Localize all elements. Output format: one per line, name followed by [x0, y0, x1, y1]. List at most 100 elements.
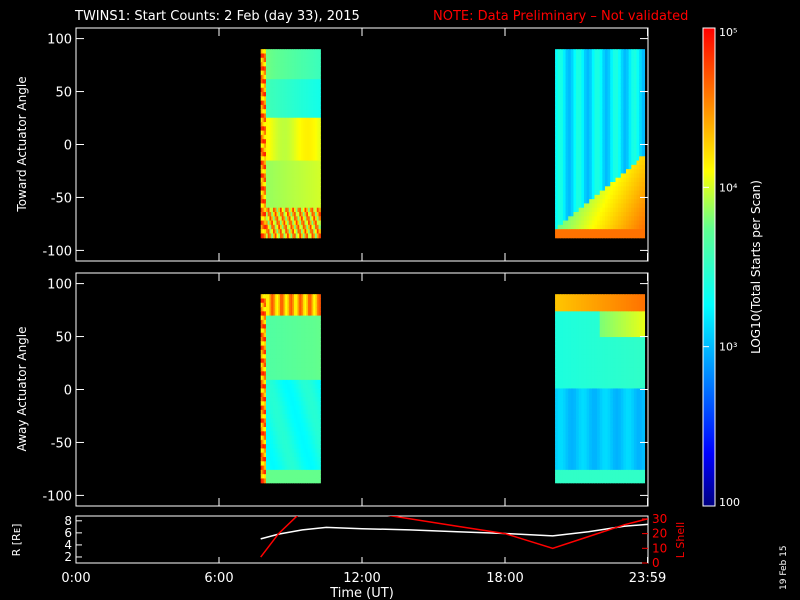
heatmap-cell — [623, 134, 627, 140]
heatmap-cell — [599, 207, 603, 213]
heatmap-cell — [560, 203, 564, 209]
heatmap-cell — [615, 199, 619, 205]
heatmap-cell — [589, 152, 593, 157]
heatmap-cell — [576, 186, 580, 192]
heatmap-cell — [311, 156, 314, 162]
heatmap-cell — [262, 307, 265, 312]
heatmap-cell — [607, 173, 611, 179]
heatmap-cell — [570, 298, 575, 304]
heatmap-cell — [636, 66, 640, 72]
heatmap-cell — [281, 388, 285, 394]
heatmap-cell — [271, 315, 274, 321]
heatmap-cell — [267, 87, 271, 93]
heatmap-cell — [274, 224, 278, 230]
heatmap-cell — [285, 324, 288, 330]
heatmap-cell — [302, 341, 306, 347]
heatmap-cell — [302, 444, 306, 450]
heatmap-cell — [264, 319, 267, 325]
heatmap-cell — [570, 109, 575, 115]
heatmap-cell — [274, 456, 278, 462]
heatmap-cell — [576, 354, 580, 360]
heatmap-cell — [589, 92, 593, 97]
heatmap-cell — [302, 431, 306, 437]
heatmap-cell — [294, 147, 297, 153]
heatmap-cell — [283, 74, 286, 80]
heatmap-cell — [623, 57, 627, 63]
heatmap-cell — [591, 152, 596, 157]
heatmap-cell — [636, 126, 640, 132]
heatmap-cell — [610, 186, 614, 192]
heatmap-cell — [565, 337, 569, 342]
heatmap-cell — [288, 173, 292, 179]
heatmap-cell — [604, 224, 609, 230]
heatmap-cell — [599, 62, 603, 67]
heatmap-cell — [562, 452, 567, 458]
heatmap-cell — [281, 311, 285, 317]
heatmap-cell — [290, 409, 293, 415]
heatmap-cell — [306, 379, 309, 385]
heatmap-cell — [301, 117, 304, 123]
heatmap-cell — [311, 371, 314, 377]
heatmap-cell — [631, 57, 635, 63]
heatmap-cell — [294, 100, 297, 106]
heatmap-cell — [591, 49, 596, 55]
heatmap-cell — [304, 83, 307, 89]
heatmap-cell — [271, 401, 274, 407]
heatmap-cell — [288, 294, 292, 300]
heatmap-cell — [278, 203, 281, 209]
heatmap-cell — [568, 211, 572, 217]
heatmap-cell — [615, 49, 619, 55]
heatmap-cell — [301, 211, 304, 217]
heatmap-cell — [269, 384, 272, 390]
heatmap-cell — [301, 444, 304, 450]
heatmap-cell — [265, 461, 269, 467]
heatmap-cell — [309, 229, 313, 235]
heatmap-cell — [612, 224, 617, 230]
heatmap-cell — [586, 220, 590, 226]
heatmap-cell — [283, 109, 286, 115]
heatmap-cell — [269, 134, 272, 140]
heatmap-cell — [555, 469, 559, 475]
y-tick-label: -50 — [51, 191, 72, 206]
heatmap-cell — [581, 169, 585, 175]
heatmap-cell — [594, 182, 598, 187]
heatmap-cell — [269, 130, 272, 136]
heatmap-cell — [265, 182, 269, 187]
heatmap-cell — [288, 367, 292, 372]
heatmap-cell — [555, 328, 559, 334]
heatmap-cell — [570, 418, 575, 424]
heatmap-cell — [281, 439, 285, 445]
heatmap-cell — [318, 233, 321, 239]
heatmap-cell — [283, 147, 286, 153]
heatmap-cell — [586, 177, 590, 183]
heatmap-cell — [313, 371, 316, 377]
heatmap-cell — [302, 186, 306, 192]
heatmap-cell — [304, 199, 307, 205]
heatmap-cell — [557, 418, 561, 424]
heatmap-cell — [304, 341, 307, 347]
heatmap-cell — [278, 104, 281, 110]
heatmap-cell — [276, 307, 279, 312]
heatmap-cell — [576, 427, 580, 432]
heatmap-cell — [576, 469, 580, 475]
heatmap-cell — [591, 211, 596, 217]
heatmap-cell — [265, 156, 269, 162]
heatmap-cell — [565, 298, 569, 304]
heatmap-cell — [557, 465, 561, 471]
heatmap-cell — [315, 388, 318, 394]
heatmap-cell — [318, 134, 321, 140]
heatmap-cell — [570, 302, 575, 308]
heatmap-cell — [301, 324, 304, 330]
heatmap-cell — [318, 220, 321, 226]
heatmap-cell — [290, 117, 293, 123]
heatmap-cell — [294, 465, 297, 471]
heatmap-cell — [565, 139, 569, 145]
heatmap-cell — [610, 74, 614, 80]
heatmap-cell — [641, 152, 646, 157]
heatmap-cell — [308, 427, 311, 432]
heatmap-cell — [562, 478, 567, 484]
heatmap-cell — [278, 169, 281, 175]
heatmap-cell — [581, 53, 585, 59]
heatmap-cell — [573, 371, 577, 377]
heatmap-cell — [285, 122, 288, 127]
